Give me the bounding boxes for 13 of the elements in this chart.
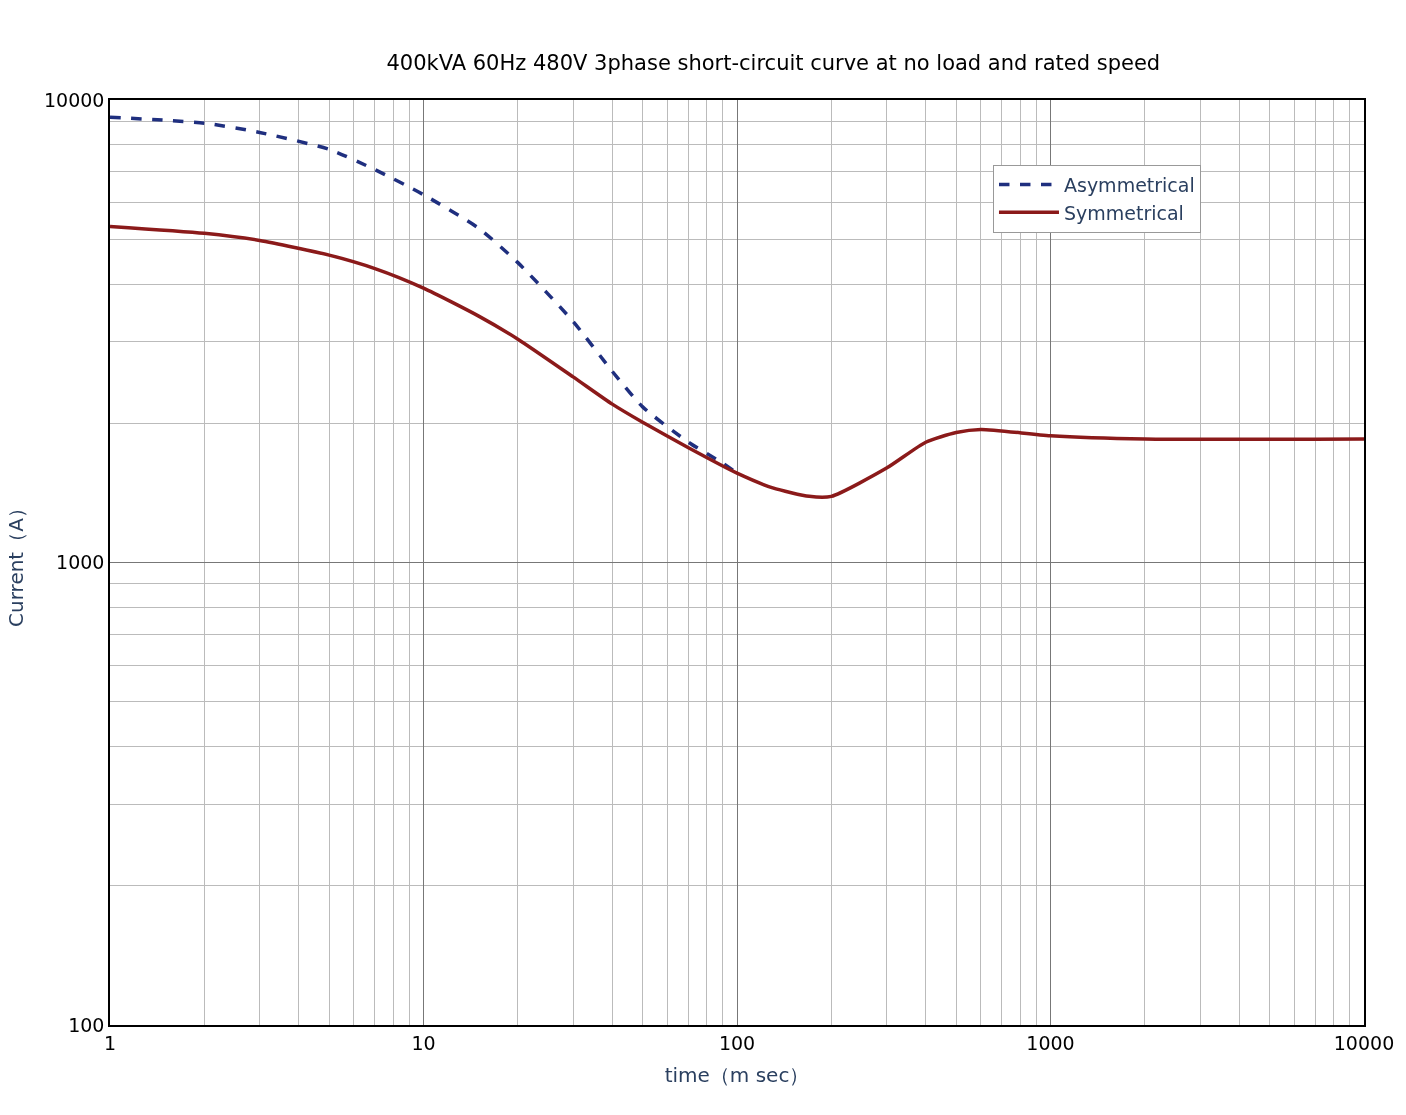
chart-title: 400kVA 60Hz 480V 3phase short-circuit curve at no load and rated speed [386, 51, 1161, 76]
legend-label: Asymmetrical [1063, 174, 1195, 197]
y-tick-label: 10000 [44, 88, 105, 111]
y-tick-label: 100 [68, 1013, 105, 1036]
x-tick-label: 1000 [1026, 1031, 1075, 1054]
x-tick-label: 1 [103, 1031, 117, 1054]
x-tick-label: 100 [718, 1031, 756, 1054]
x-tick-label: 10 [411, 1031, 436, 1054]
x-tick-label: 10000 [1333, 1031, 1395, 1054]
y-tick-label: 1000 [56, 551, 105, 574]
x-axis-title: time（m sec） [664, 1062, 810, 1087]
legend-label: Symmetrical [1063, 201, 1184, 224]
y-axis-title: Current（A） [4, 498, 28, 627]
